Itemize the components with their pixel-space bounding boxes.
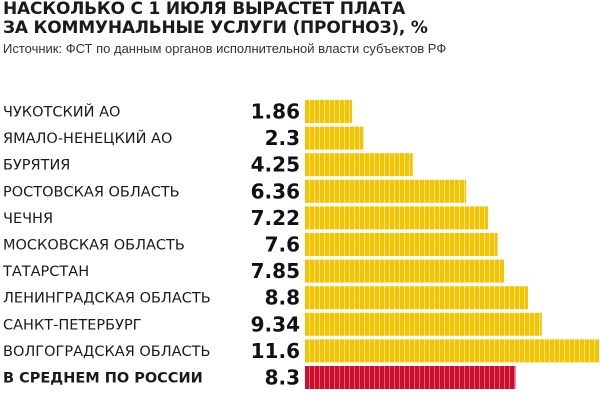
value-label: 1.86 (251, 100, 300, 124)
bar (305, 233, 498, 256)
category-label: ЛЕНИНГРАДСКАЯ ОБЛАСТЬ (3, 291, 211, 307)
bar (305, 179, 467, 203)
bar (305, 126, 364, 150)
value-label: 2.3 (265, 126, 300, 150)
chart-title-line-2: ЗА КОММУНАЛЬНЫЕ УСЛУГИ (ПРОГНОЗ), % (3, 18, 428, 38)
bar (305, 339, 599, 363)
bar-average (305, 366, 516, 389)
chart-title-line-1: НАСКОЛЬКО С 1 ИЮЛЯ ВЫРАСТЕТ ПЛАТА (3, 0, 406, 19)
bar (305, 312, 542, 336)
category-label: ТАТАРСТАН (2, 264, 89, 280)
bar (305, 153, 413, 177)
value-label: 7.85 (251, 259, 300, 283)
value-label: 4.25 (251, 153, 300, 177)
value-label: 8.8 (265, 286, 300, 310)
category-label: РОСТОВСКАЯ ОБЛАСТЬ (3, 184, 180, 200)
value-label: 7.22 (251, 206, 300, 230)
bar (305, 100, 353, 123)
bar (305, 286, 528, 310)
value-label: 9.34 (251, 312, 300, 336)
category-label-average: В СРЕДНЕМ ПО РОССИИ (3, 371, 203, 387)
bar (305, 259, 504, 283)
category-label: БУРЯТИЯ (3, 158, 70, 174)
bar (305, 206, 488, 230)
category-label: ЧЕЧНЯ (3, 211, 53, 227)
category-label: ВОЛГОГРАДСКАЯ ОБЛАСТЬ (3, 344, 211, 360)
chart-source: Источник: ФСТ по данным органов исполнит… (3, 41, 447, 56)
category-label: ЧУКОТСКИЙ АО (3, 103, 120, 121)
category-label: САНКТ-ПЕТЕРБУРГ (3, 317, 142, 333)
category-label: МОСКОВСКАЯ ОБЛАСТЬ (3, 238, 185, 254)
value-label-average: 8.3 (265, 366, 300, 390)
value-label: 6.36 (251, 179, 300, 203)
value-label: 11.6 (251, 339, 300, 363)
category-label: ЯМАЛО-НЕНЕЦКИЙ АО (3, 129, 172, 147)
value-label: 7.6 (265, 233, 300, 257)
chart-title: НАСКОЛЬКО С 1 ИЮЛЯ ВЫРАСТЕТ ПЛАТА ЗА КОМ… (3, 0, 593, 38)
